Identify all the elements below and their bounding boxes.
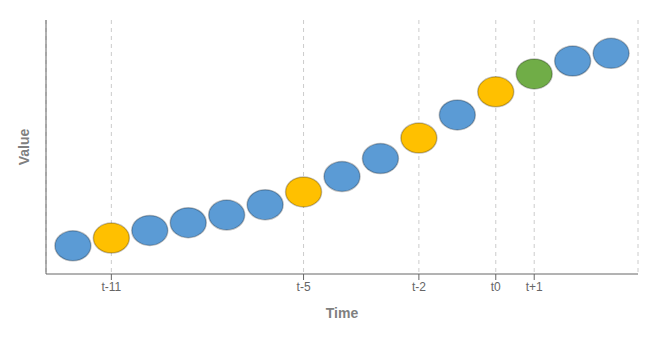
svg-text:t-2: t-2 — [412, 280, 426, 294]
svg-text:t0: t0 — [491, 280, 501, 294]
svg-text:t-5: t-5 — [297, 280, 311, 294]
svg-text:t+1: t+1 — [526, 280, 543, 294]
svg-text:Value: Value — [16, 129, 32, 166]
svg-text:Time: Time — [326, 305, 359, 321]
svg-text:t-11: t-11 — [101, 280, 121, 294]
